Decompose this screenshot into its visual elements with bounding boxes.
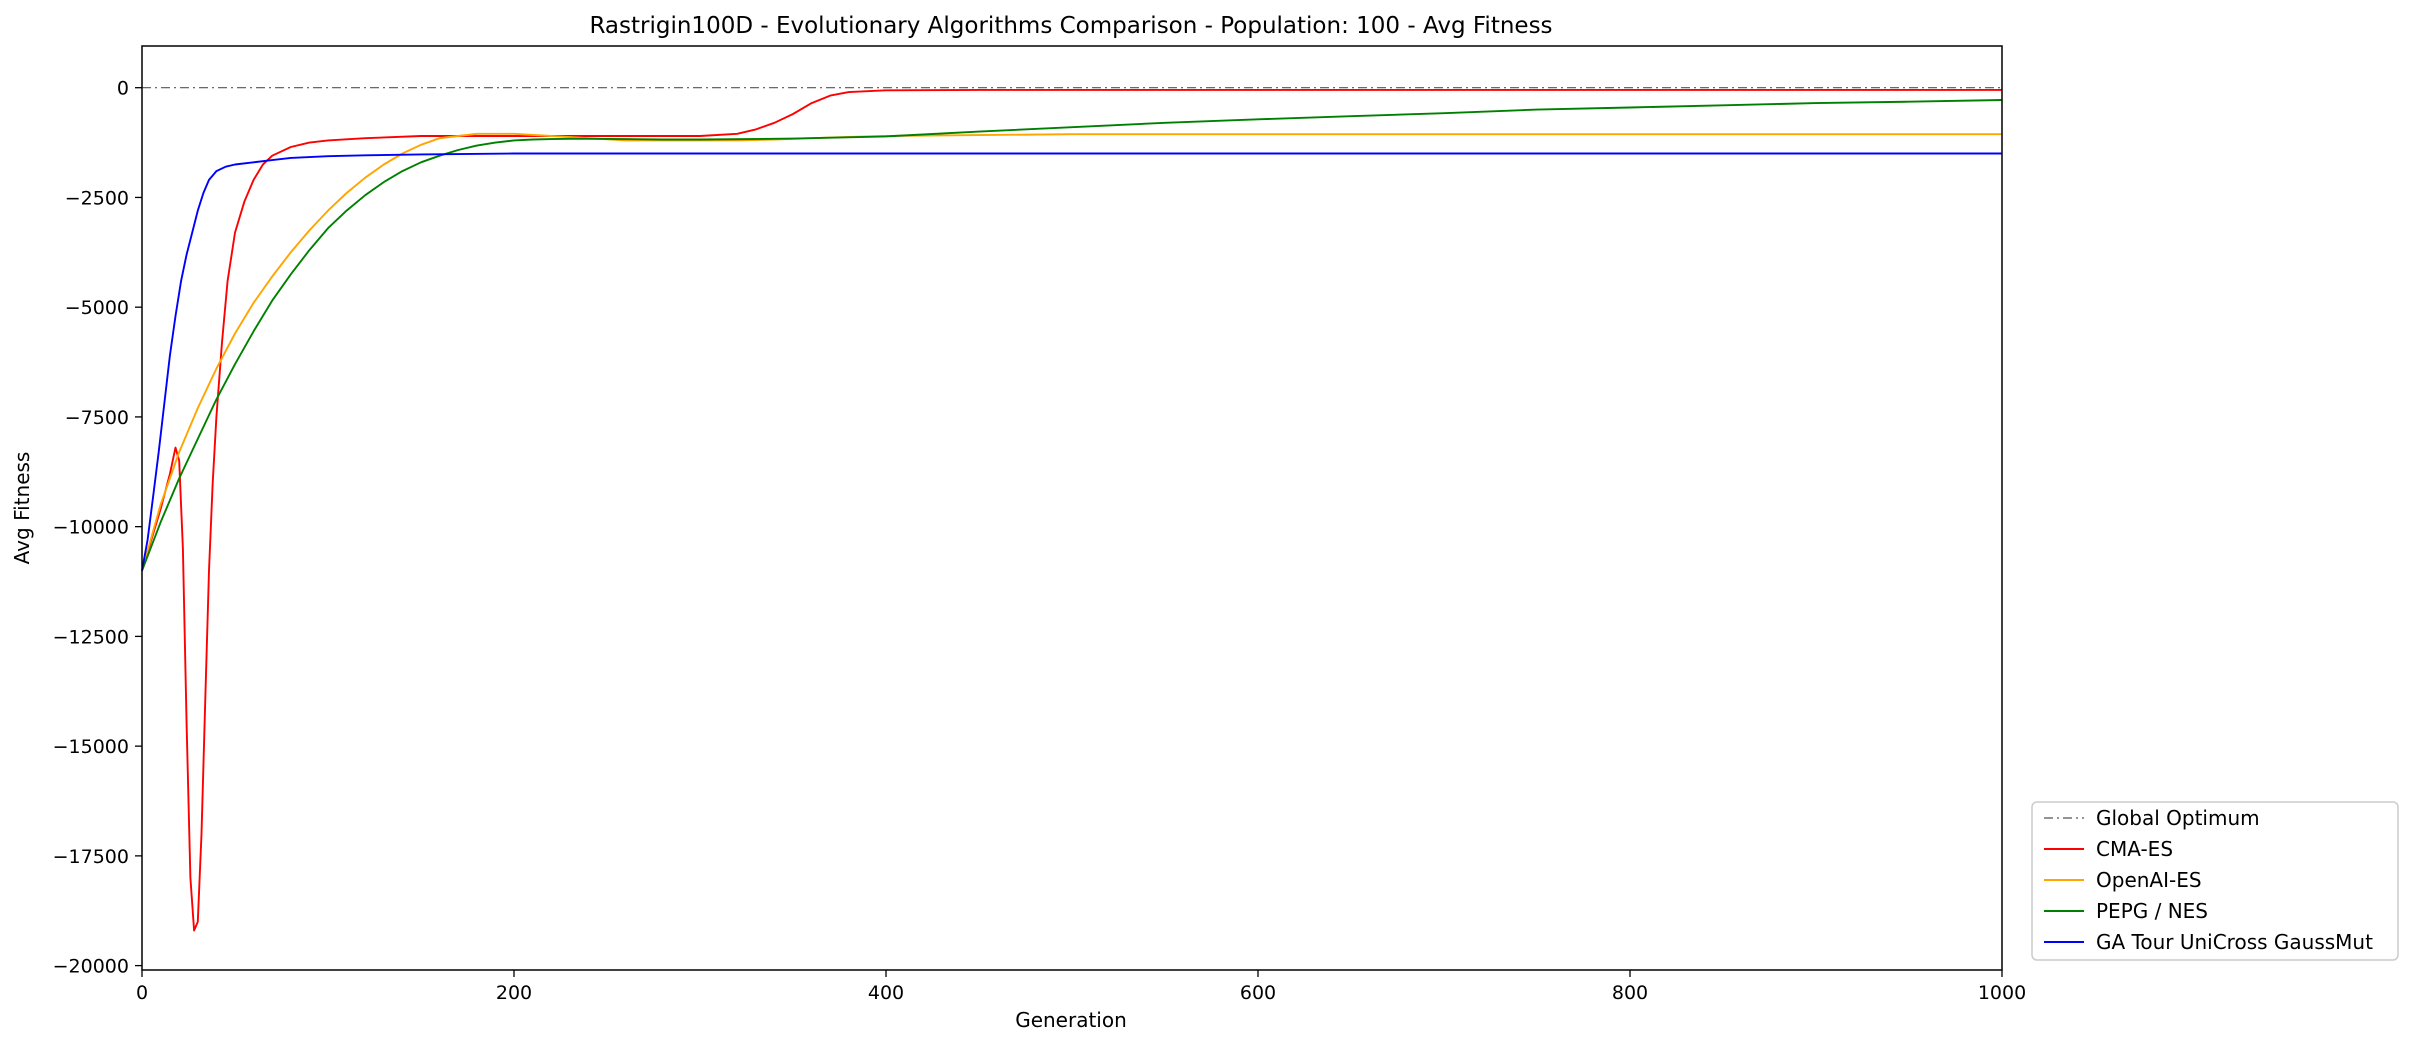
- plot-frame: [141, 45, 2003, 971]
- y-tick-label: −7500: [65, 407, 129, 429]
- x-tick-label: 200: [496, 982, 532, 1004]
- legend-label-2: OpenAI-ES: [2096, 868, 2202, 892]
- series-line-4: [141, 152, 2002, 571]
- series-line-2: [141, 132, 2002, 571]
- x-tick-label: 0: [136, 982, 148, 1004]
- y-tick-label: −17500: [53, 846, 129, 868]
- y-tick-label: −10000: [53, 517, 129, 539]
- y-axis-label: Avg Fitness: [10, 452, 34, 565]
- x-tick-label: 600: [1240, 982, 1276, 1004]
- series-line-1: [141, 88, 2002, 932]
- x-tick-label: 800: [1612, 982, 1648, 1004]
- y-tick-label: −2500: [65, 187, 129, 209]
- series-layer: [141, 87, 2003, 932]
- legend-label-4: GA Tour UniCross GaussMut: [2096, 930, 2373, 954]
- y-tick-label: −5000: [65, 297, 129, 319]
- y-tick-label: −20000: [53, 956, 129, 978]
- x-axis: 0 200 400 600 800 1000: [136, 970, 2026, 1004]
- y-axis: 0 −2500 −5000 −7500 −10000 −12500 −15000 −17500…: [53, 78, 142, 978]
- x-tick-label: 1000: [1978, 982, 2026, 1004]
- legend-box: [2031, 801, 2399, 961]
- legend-label-3: PEPG / NES: [2096, 899, 2208, 923]
- chart-title: Rastrigin100D - Evolutionary Algorithms …: [589, 13, 1552, 39]
- x-tick-label: 400: [868, 982, 904, 1004]
- x-axis-label: Generation: [1015, 1008, 1127, 1032]
- series-line-3: [141, 99, 2003, 571]
- legend: Global Optimum CMA-ES OpenAI-ES PEPG / NES G…: [2031, 801, 2399, 961]
- legend-label-1: CMA-ES: [2096, 837, 2173, 861]
- y-tick-label: −12500: [53, 626, 129, 648]
- legend-label-0: Global Optimum: [2096, 806, 2260, 830]
- y-tick-label: −15000: [53, 736, 129, 758]
- y-tick-label: 0: [117, 78, 129, 100]
